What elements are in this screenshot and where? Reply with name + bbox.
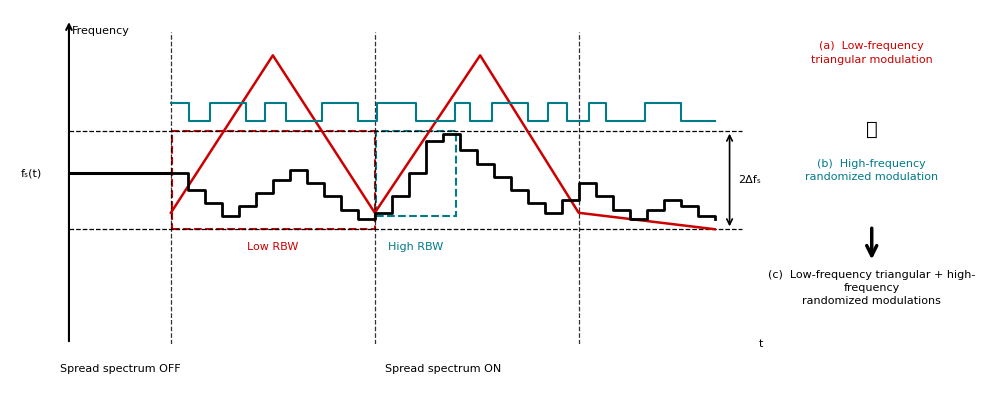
Text: (c)  Low-frequency triangular + high-
frequency
randomized modulations: (c) Low-frequency triangular + high- fre… [768, 270, 975, 306]
Text: t: t [758, 339, 763, 349]
Text: (b)  High-frequency
randomized modulation: (b) High-frequency randomized modulation [805, 159, 939, 182]
Text: fₛ(t): fₛ(t) [21, 168, 41, 178]
Text: ➕: ➕ [866, 120, 878, 139]
Text: High RBW: High RBW [388, 242, 443, 252]
Text: Spread spectrum OFF: Spread spectrum OFF [60, 364, 180, 374]
Text: (a)  Low-frequency
triangular modulation: (a) Low-frequency triangular modulation [811, 42, 933, 65]
Text: 2Δfₛ: 2Δfₛ [738, 175, 760, 185]
Bar [172, 131, 375, 229]
Text: Spread spectrum ON: Spread spectrum ON [384, 364, 501, 374]
Bar [376, 131, 456, 216]
Text: Frequency: Frequency [72, 26, 130, 36]
Text: Low RBW: Low RBW [247, 242, 298, 252]
